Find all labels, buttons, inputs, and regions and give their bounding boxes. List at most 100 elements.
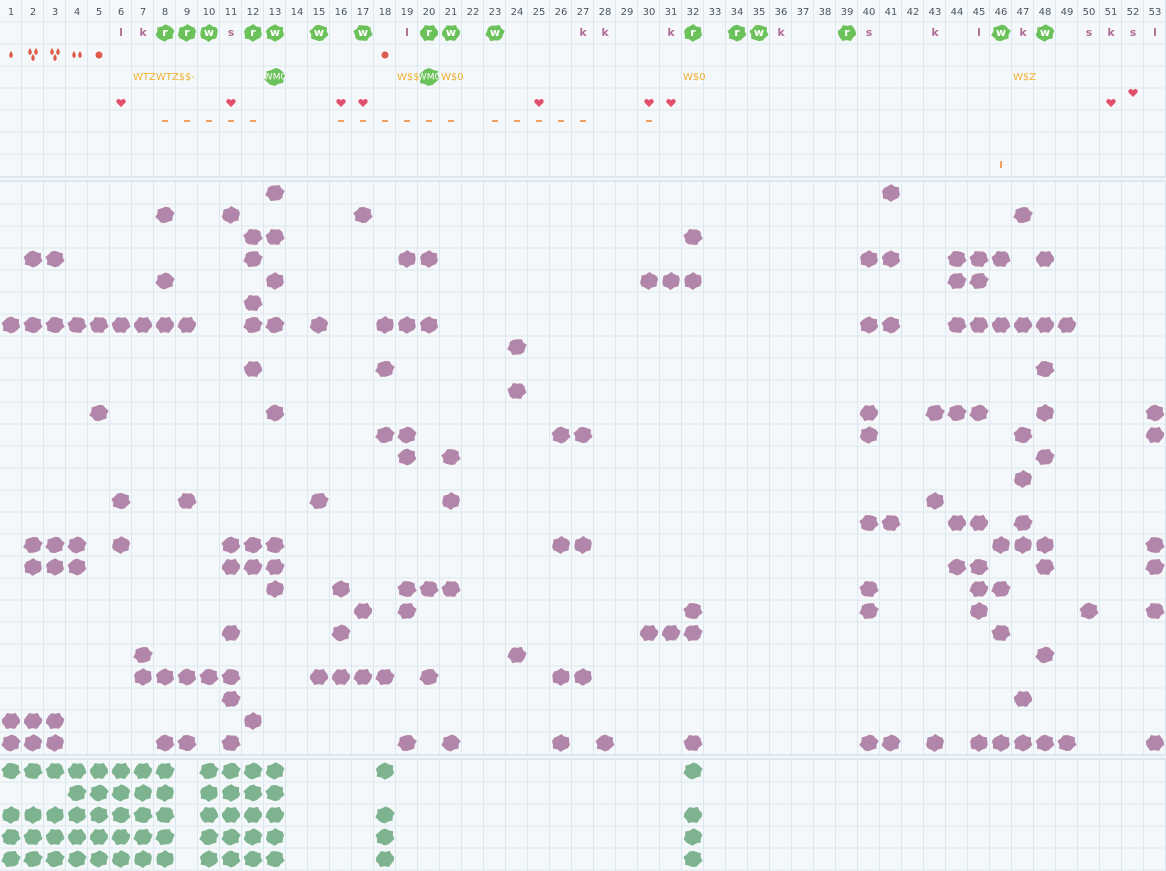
purple-tile xyxy=(243,317,263,333)
purple-tile xyxy=(244,712,262,730)
purple-tile xyxy=(1035,558,1055,576)
purple-tile xyxy=(1079,602,1099,620)
purple-tile xyxy=(243,360,263,378)
purple-tile xyxy=(155,206,175,224)
purple-tile xyxy=(925,405,945,421)
letter-badge xyxy=(200,24,218,42)
green-tile xyxy=(67,806,87,824)
green-tile xyxy=(683,828,703,846)
purple-tile xyxy=(221,536,241,554)
green-tile xyxy=(375,850,395,868)
purple-tile xyxy=(948,514,966,532)
purple-tile xyxy=(1035,360,1055,378)
purple-tile xyxy=(1145,558,1165,576)
purple-tile xyxy=(89,404,109,422)
column-number: 26 xyxy=(555,7,568,18)
purple-tile xyxy=(243,229,263,245)
green-tile xyxy=(134,850,152,868)
purple-tile xyxy=(860,250,878,268)
green-tile xyxy=(156,784,174,802)
purple-tile xyxy=(859,404,879,422)
column-number: 17 xyxy=(357,7,370,18)
column-number: 5 xyxy=(96,7,102,18)
purple-tile xyxy=(969,273,989,289)
purple-tile xyxy=(23,316,43,334)
column-number: 37 xyxy=(797,7,810,18)
heart-icon xyxy=(116,99,126,107)
letter-badge xyxy=(155,24,175,42)
purple-tile xyxy=(1035,316,1055,334)
column-number: 50 xyxy=(1083,7,1096,18)
purple-tile xyxy=(551,426,571,444)
purple-tile xyxy=(1035,448,1055,466)
green-tile xyxy=(111,828,131,846)
purple-tile xyxy=(1013,734,1033,752)
purple-tile xyxy=(507,339,527,355)
purple-tile xyxy=(992,536,1010,554)
purple-tile xyxy=(1145,537,1165,553)
column-number: 11 xyxy=(225,7,238,18)
purple-tile xyxy=(947,251,967,267)
row-letter: l xyxy=(977,26,981,39)
row-label: W$Z xyxy=(1013,72,1036,83)
column-number: 40 xyxy=(863,7,876,18)
purple-tile xyxy=(947,404,967,421)
green-tile xyxy=(24,806,42,824)
column-number: 42 xyxy=(907,7,920,18)
purple-tile xyxy=(574,668,592,686)
purple-tile xyxy=(331,580,351,598)
column-number: 8 xyxy=(162,7,168,18)
purple-tile xyxy=(419,581,439,597)
green-tile xyxy=(265,784,285,802)
purple-tile xyxy=(397,581,417,597)
purple-tile xyxy=(89,316,109,334)
column-number: 27 xyxy=(577,7,590,18)
purple-tile xyxy=(309,316,329,334)
row-label: W$0 xyxy=(683,72,706,83)
green-tile xyxy=(243,806,263,824)
purple-tile xyxy=(1014,316,1032,334)
green-tile xyxy=(199,828,219,846)
purple-tile xyxy=(859,515,879,531)
purple-tile xyxy=(221,669,241,685)
row-letter: w xyxy=(314,26,324,39)
green-tile xyxy=(45,850,65,868)
column-number: 25 xyxy=(533,7,546,18)
purple-tile xyxy=(45,317,65,333)
purple-tile xyxy=(1013,514,1033,532)
purple-tile xyxy=(243,294,263,312)
purple-tile xyxy=(1145,603,1165,619)
green-tile xyxy=(133,828,153,846)
green-tile xyxy=(89,828,109,846)
purple-tile xyxy=(24,558,42,576)
column-number: 48 xyxy=(1039,7,1052,18)
purple-tile xyxy=(1036,404,1054,422)
letter-badge xyxy=(837,24,857,42)
column-number: 38 xyxy=(819,7,832,18)
column-number: 20 xyxy=(423,7,436,18)
green-tile xyxy=(156,850,174,868)
purple-tile xyxy=(926,492,944,510)
row-label: WM0 xyxy=(264,73,287,83)
column-number: 6 xyxy=(118,7,124,18)
purple-tile xyxy=(1,316,21,334)
purple-tile xyxy=(552,734,570,752)
purple-tile xyxy=(266,272,284,290)
purple-tile xyxy=(507,382,527,400)
purple-tile xyxy=(177,492,197,510)
purple-tile xyxy=(683,734,703,752)
green-tile xyxy=(89,762,109,780)
column-number: 1 xyxy=(8,7,14,18)
green-tile xyxy=(1,850,21,868)
purple-tile xyxy=(397,735,417,751)
green-tile xyxy=(133,784,153,802)
purple-tile xyxy=(552,668,570,686)
row-letter: k xyxy=(931,26,939,39)
purple-tile xyxy=(419,669,439,685)
green-tile xyxy=(683,806,703,824)
row-letter: w xyxy=(446,26,456,39)
green-tile xyxy=(111,762,131,780)
green-tile xyxy=(89,784,109,802)
column-number: 39 xyxy=(841,7,854,18)
drop-icon xyxy=(31,54,35,61)
